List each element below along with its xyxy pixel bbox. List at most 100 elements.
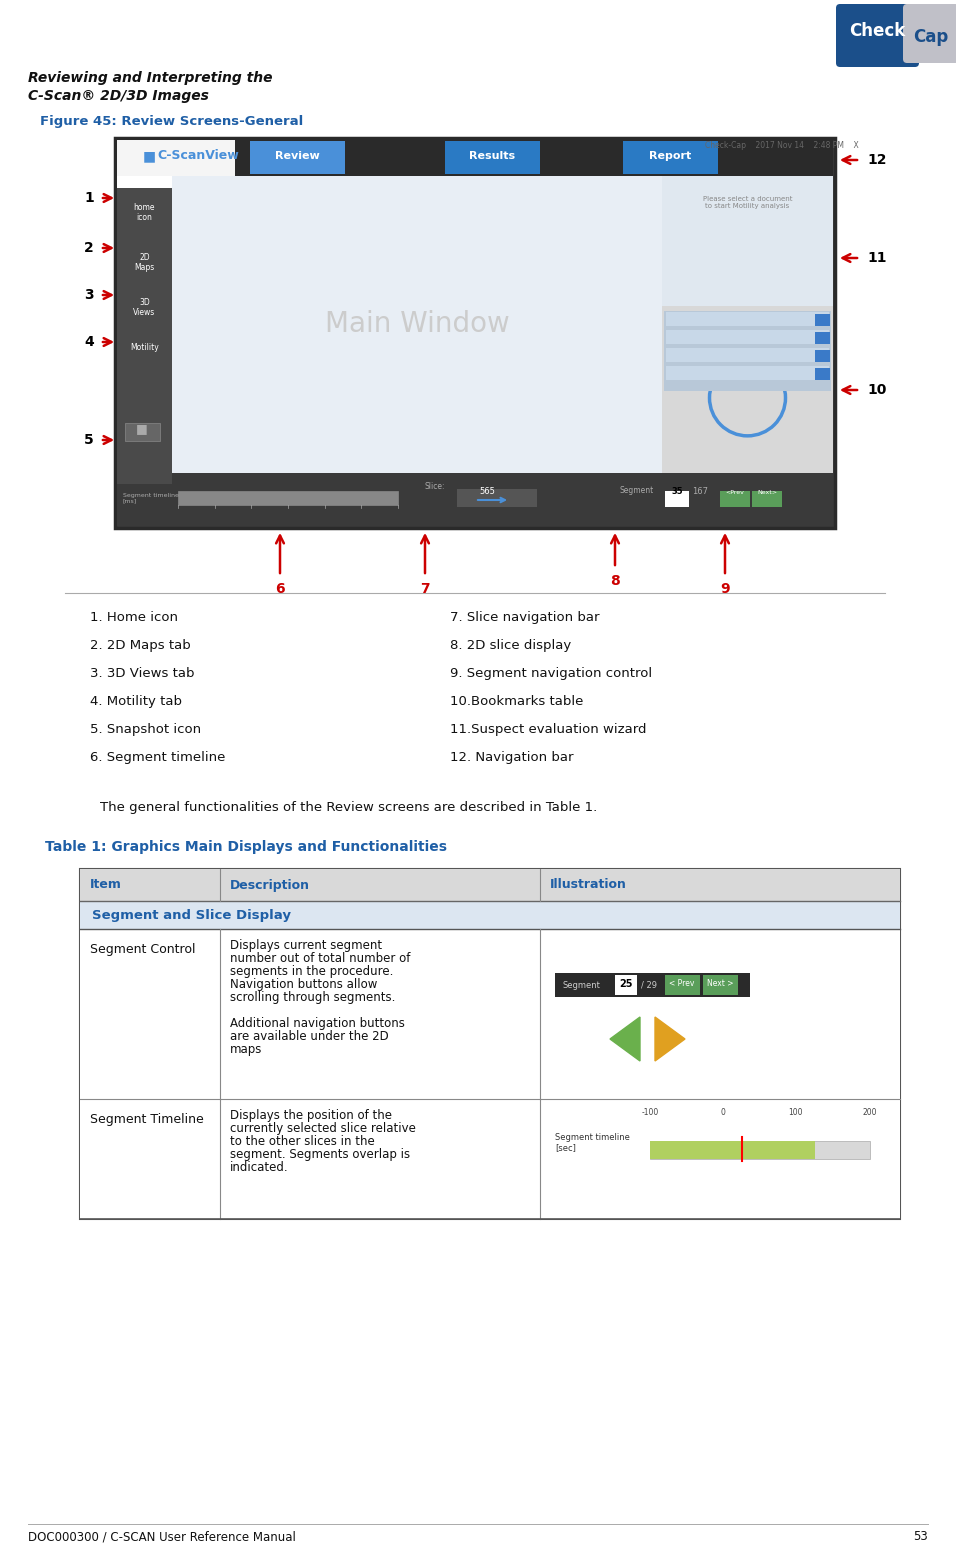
Text: Slice:: Slice: (425, 482, 445, 491)
Text: number out of total number of: number out of total number of (230, 953, 410, 965)
Bar (815, 350, 830, 361)
Bar (117, 483, 833, 527)
Text: 2: 2 (84, 241, 94, 255)
Text: 25: 25 (619, 979, 633, 990)
Text: 100: 100 (788, 1109, 802, 1116)
Text: 565: 565 (479, 486, 495, 496)
Text: indicated.: indicated. (230, 1161, 289, 1173)
Text: Motility: Motility (130, 343, 159, 352)
Polygon shape (655, 1017, 685, 1061)
Text: segments in the procedure.: segments in the procedure. (230, 965, 393, 977)
Text: 4: 4 (84, 335, 94, 349)
Text: Displays current segment: Displays current segment (230, 939, 382, 953)
Text: Report: Report (649, 151, 691, 161)
Text: 3D
Views: 3D Views (134, 298, 156, 318)
Text: Check-Cap    2017 Nov 14    2:48 PM    X: Check-Cap 2017 Nov 14 2:48 PM X (705, 141, 858, 150)
Text: ■: ■ (136, 422, 148, 435)
FancyBboxPatch shape (836, 5, 919, 66)
Bar (80, 1099, 900, 1220)
Text: 10: 10 (867, 383, 886, 397)
Bar (117, 176, 833, 190)
Text: Next >: Next > (706, 979, 733, 988)
Bar (117, 188, 172, 527)
Text: Check: Check (849, 23, 905, 40)
Text: Segment and Slice Display: Segment and Slice Display (92, 908, 291, 922)
Text: Segment Control: Segment Control (90, 943, 195, 956)
Bar (615, 974, 637, 994)
Bar (703, 974, 738, 994)
Bar (80, 869, 900, 902)
Bar (178, 491, 398, 505)
Text: scrolling through segments.: scrolling through segments. (230, 991, 396, 1004)
Bar (665, 491, 689, 506)
Text: Item: Item (90, 879, 121, 891)
Text: Additional navigation buttons: Additional navigation buttons (230, 1017, 405, 1030)
Bar (172, 176, 662, 472)
Bar (235, 141, 833, 176)
Text: Segment timeline
[ms]: Segment timeline [ms] (123, 493, 179, 503)
Text: Segment timeline
[sec]: Segment timeline [sec] (555, 1133, 630, 1152)
Text: C-ScanView: C-ScanView (157, 150, 239, 162)
Bar (752, 491, 782, 506)
Text: Illustration: Illustration (550, 879, 627, 891)
Text: Please select a document
to start Motility analysis: Please select a document to start Motili… (703, 196, 793, 208)
Text: Figure 45: Review Screens-General: Figure 45: Review Screens-General (40, 114, 303, 128)
Text: 0: 0 (720, 1109, 725, 1116)
Text: / 29: / 29 (641, 980, 657, 990)
Bar (662, 306, 833, 472)
Text: The general functionalities of the Review screens are described in Table 1.: The general functionalities of the Revie… (100, 801, 598, 814)
Text: segment. Segments overlap is: segment. Segments overlap is (230, 1149, 410, 1161)
Text: 8. 2D slice display: 8. 2D slice display (450, 639, 572, 652)
Text: Navigation buttons allow: Navigation buttons allow (230, 977, 378, 991)
Text: Segment: Segment (563, 980, 601, 990)
Text: 11: 11 (867, 252, 886, 266)
Bar (250, 141, 345, 174)
Bar (445, 141, 540, 174)
Text: < Prev: < Prev (669, 979, 695, 988)
Text: -100: -100 (641, 1109, 659, 1116)
Text: 53: 53 (913, 1530, 928, 1542)
Bar (650, 1141, 815, 1160)
Bar (815, 313, 830, 326)
Text: 6. Segment timeline: 6. Segment timeline (90, 750, 226, 764)
Bar (115, 137, 835, 528)
Bar (80, 929, 900, 1099)
Bar (457, 489, 537, 506)
Text: currently selected slice relative: currently selected slice relative (230, 1122, 416, 1135)
Text: Description: Description (230, 879, 310, 891)
Text: 12: 12 (867, 153, 886, 167)
Text: 3. 3D Views tab: 3. 3D Views tab (90, 667, 194, 679)
Text: ■: ■ (143, 150, 156, 164)
Text: 4. Motility tab: 4. Motility tab (90, 695, 182, 709)
Bar (666, 312, 829, 326)
Text: 5. Snapshot icon: 5. Snapshot icon (90, 723, 201, 736)
Text: 1: 1 (84, 191, 94, 205)
Text: Segment: Segment (620, 486, 654, 496)
Text: 12. Navigation bar: 12. Navigation bar (450, 750, 574, 764)
Text: 35: 35 (671, 486, 683, 496)
Polygon shape (610, 1017, 640, 1061)
Text: C-Scan® 2D/3D Images: C-Scan® 2D/3D Images (28, 90, 208, 103)
Text: 5: 5 (84, 432, 94, 448)
FancyBboxPatch shape (903, 5, 956, 63)
Text: DOC000300 / C-SCAN User Reference Manual: DOC000300 / C-SCAN User Reference Manual (28, 1530, 295, 1542)
Bar (720, 491, 750, 506)
Text: 9. Segment navigation control: 9. Segment navigation control (450, 667, 652, 679)
Bar (662, 176, 833, 306)
Bar (666, 347, 829, 361)
Bar (815, 367, 830, 380)
Bar (80, 902, 900, 929)
Text: 7: 7 (421, 582, 430, 596)
Text: Results: Results (469, 151, 515, 161)
Text: Next>: Next> (757, 489, 777, 496)
Text: <Prev: <Prev (726, 489, 745, 496)
Text: maps: maps (230, 1044, 262, 1056)
Text: 2D
Maps: 2D Maps (135, 253, 155, 272)
Text: Segment Timeline: Segment Timeline (90, 1113, 204, 1126)
Text: 167: 167 (692, 486, 708, 496)
Bar (665, 974, 700, 994)
Text: to the other slices in the: to the other slices in the (230, 1135, 375, 1149)
Text: 11.Suspect evaluation wizard: 11.Suspect evaluation wizard (450, 723, 646, 736)
Text: Table 1: Graphics Main Displays and Functionalities: Table 1: Graphics Main Displays and Func… (45, 840, 447, 854)
Text: 8: 8 (610, 574, 619, 588)
